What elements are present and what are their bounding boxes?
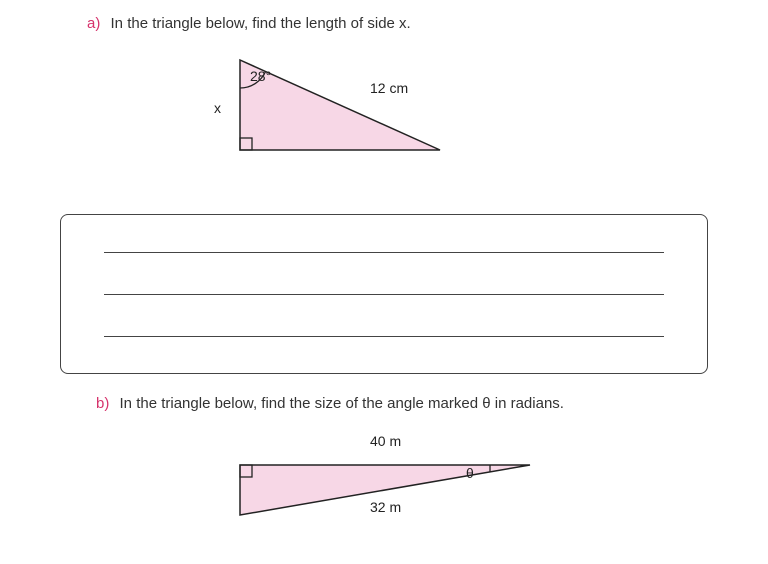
label-top-40m: 40 m — [370, 433, 401, 449]
triangle-a-svg — [230, 50, 450, 160]
answer-rule-2 — [104, 294, 664, 295]
label-theta: θ — [466, 465, 474, 481]
page: a) In the triangle below, find the lengt… — [0, 0, 768, 564]
part-b-letter: b) — [96, 395, 109, 412]
question-b: b) In the triangle below, find the size … — [96, 394, 564, 414]
part-a-prompt: In the triangle below, find the length o… — [111, 15, 411, 32]
label-hyp-32m: 32 m — [370, 499, 401, 515]
part-a-letter: a) — [87, 15, 100, 32]
triangle-b: 40 m θ 32 m — [230, 435, 550, 525]
question-a: a) In the triangle below, find the lengt… — [87, 14, 411, 34]
answer-rule-3 — [104, 336, 664, 337]
part-b-prompt: In the triangle below, find the size of … — [120, 395, 564, 412]
answer-rule-1 — [104, 252, 664, 253]
triangle-a: 28° 12 cm x — [230, 50, 450, 160]
label-angle-28: 28° — [250, 68, 271, 84]
label-side-x: x — [214, 100, 221, 116]
label-hypotenuse-12cm: 12 cm — [370, 80, 408, 96]
